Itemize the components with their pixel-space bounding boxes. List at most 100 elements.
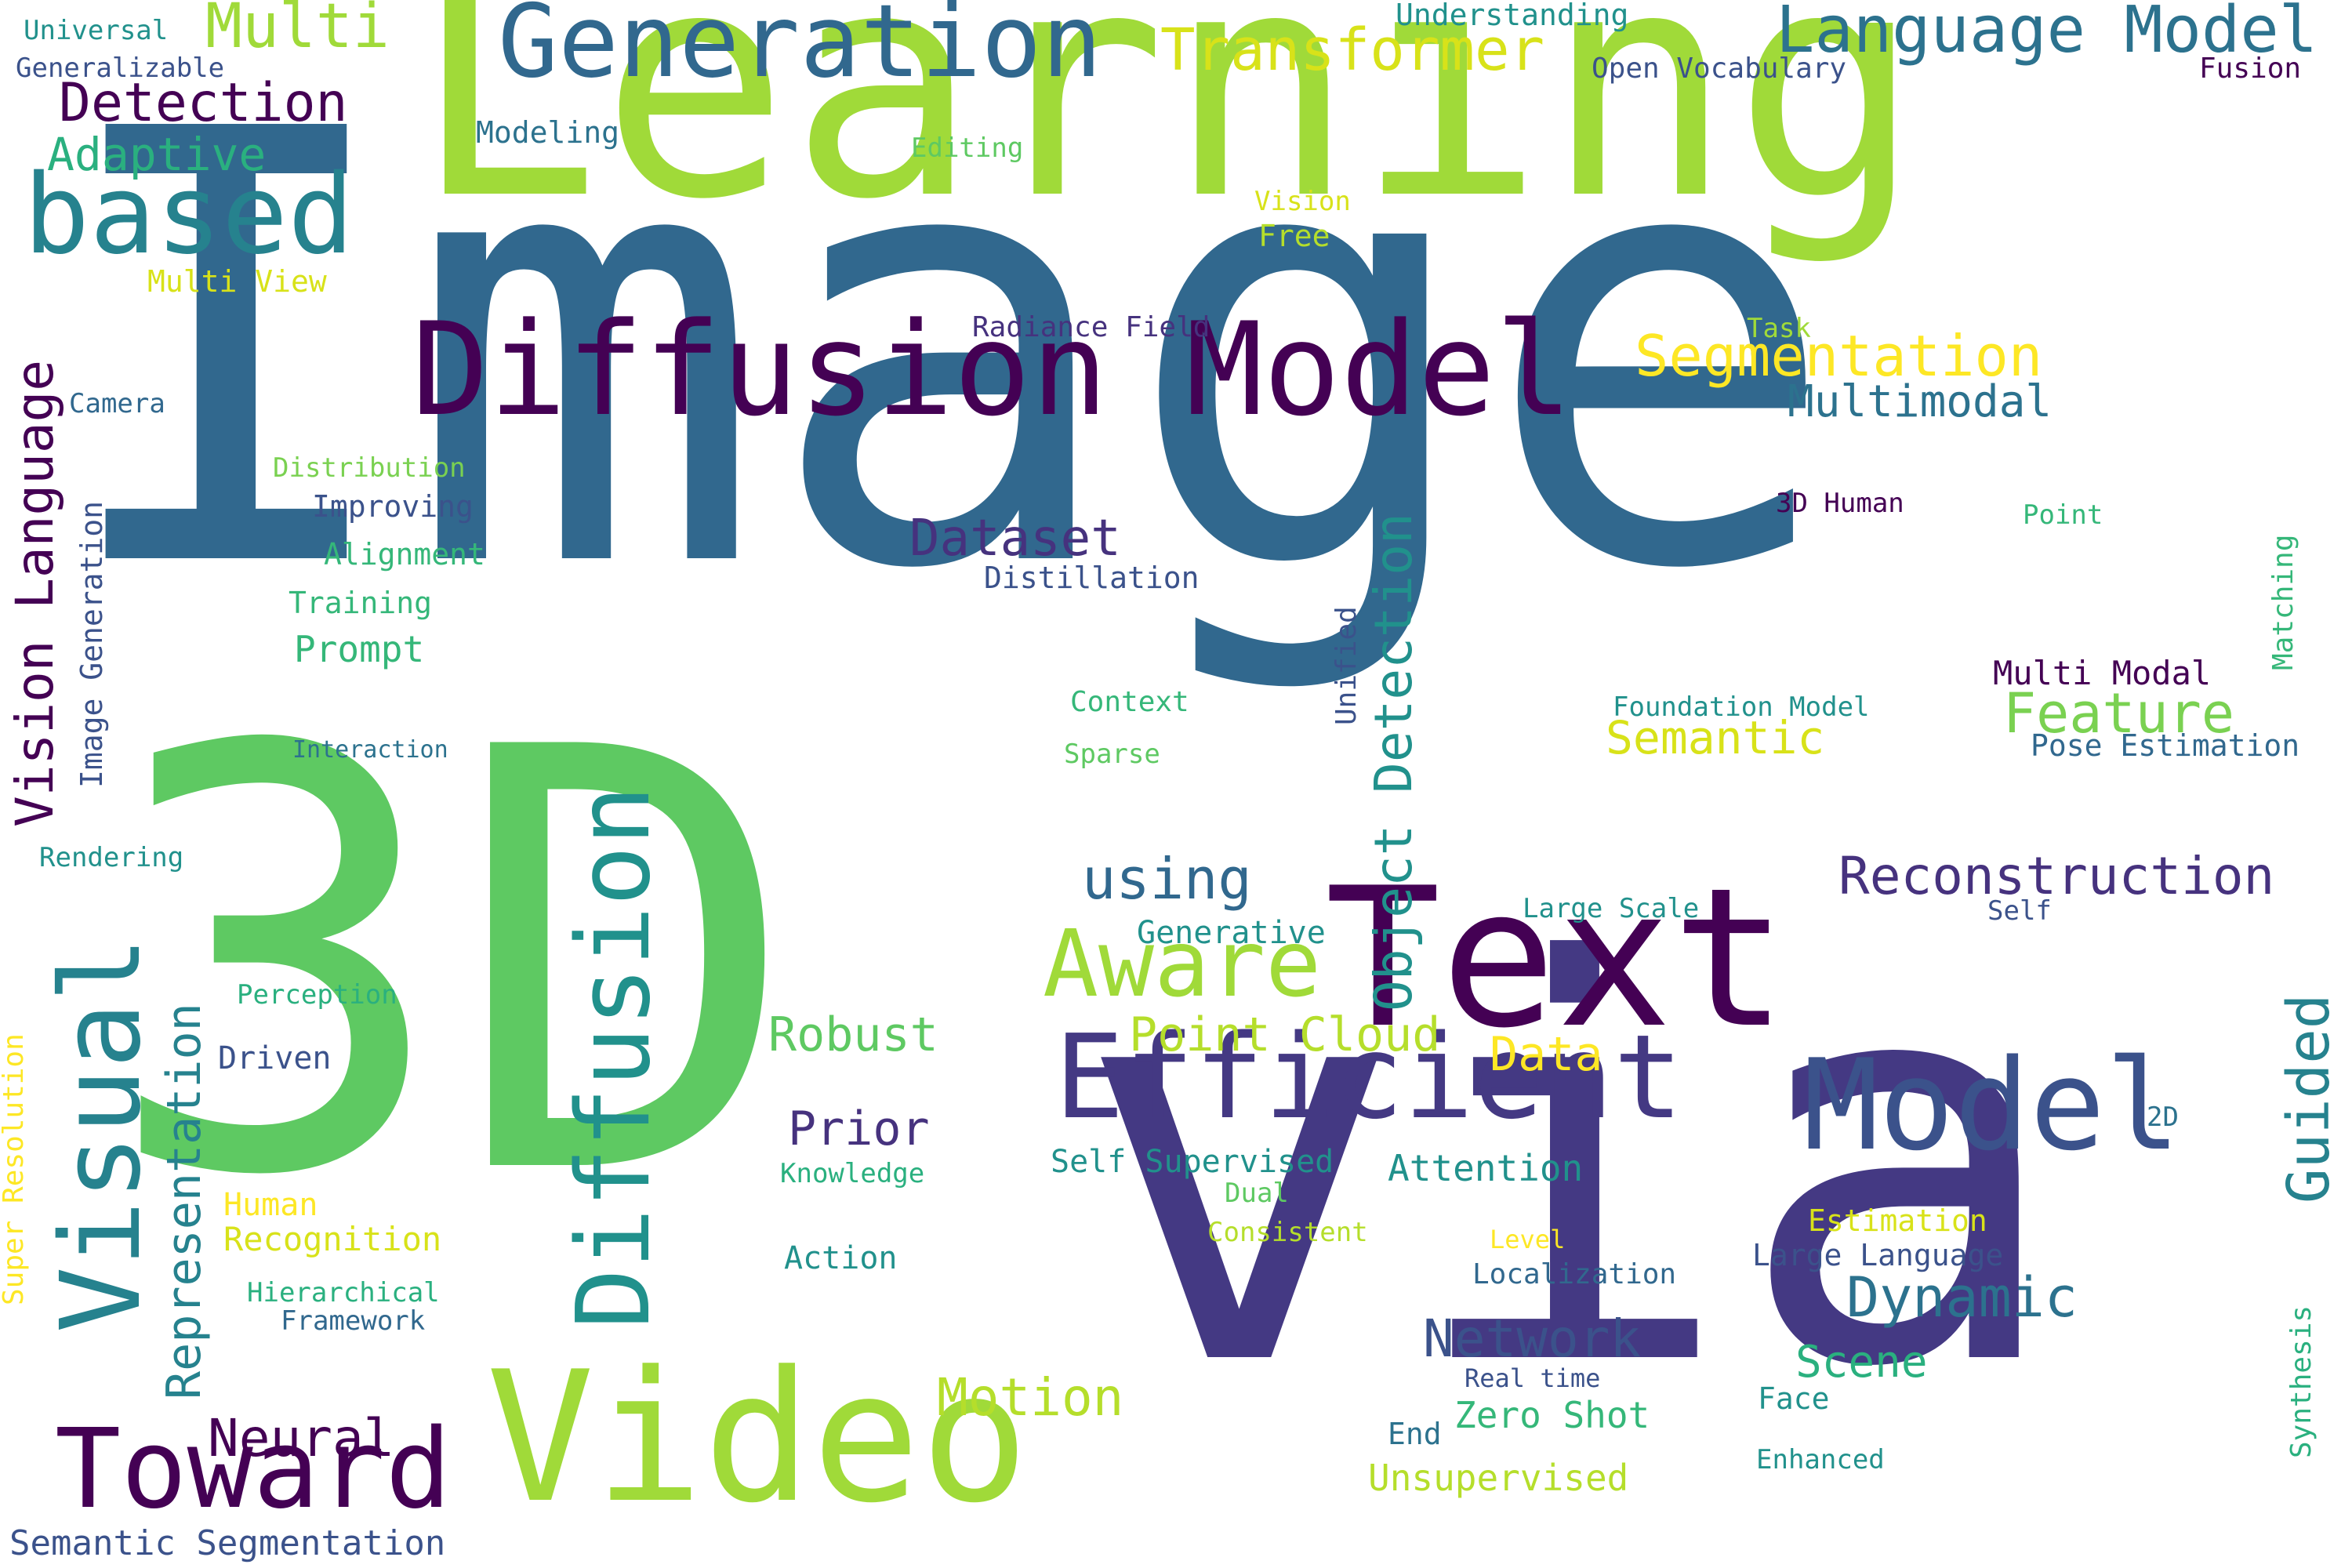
word-super-resolution: Super Resolution (0, 1033, 30, 1305)
word-robust: Robust (768, 1007, 938, 1062)
word-3d-human: 3D Human (1776, 488, 1904, 519)
word-distillation: Distillation (984, 561, 1200, 595)
word-enhanced: Enhanced (1756, 1444, 1885, 1475)
word-action: Action (784, 1240, 898, 1276)
word-universal: Universal (24, 15, 169, 46)
word-driven: Driven (218, 1040, 332, 1076)
word-foundation-model: Foundation Model (1613, 691, 1870, 723)
word-sparse: Sparse (1064, 739, 1160, 770)
word-generalizable: Generalizable (16, 53, 225, 84)
word-framework: Framework (281, 1305, 426, 1337)
word-hierarchical: Hierarchical (247, 1277, 440, 1308)
word-network: Network (1423, 1308, 1642, 1369)
word-efficient: Efficient (1054, 1010, 1683, 1145)
word-synthesis: Synthesis (2285, 1305, 2318, 1458)
word-understanding: Understanding (1396, 0, 1629, 32)
word-semantic-segmentation: Semantic Segmentation (9, 1523, 446, 1563)
word-point: Point (2023, 499, 2103, 531)
word-end: End (1388, 1417, 1442, 1451)
word-multi-view: Multi View (147, 264, 327, 299)
word-consistent: Consistent (1207, 1217, 1368, 1248)
word-improving: Improving (312, 489, 474, 524)
word-task: Task (1747, 313, 1811, 344)
word-large-scale: Large Scale (1523, 893, 1700, 924)
word-via: via (1074, 848, 2066, 1487)
word-3d: 3D (102, 626, 801, 1302)
word-zero-shot: Zero Shot (1454, 1394, 1650, 1436)
word-dynamic: Dynamic (1846, 1265, 2078, 1330)
word-prior: Prior (788, 1102, 930, 1156)
word-data: Data (1490, 1027, 1603, 1082)
word-editing: Editing (911, 132, 1024, 164)
word-real-time: Real time (1465, 1363, 1601, 1393)
word-reconstruction: Reconstruction (1838, 846, 2275, 906)
word-estimation: Estimation (1808, 1203, 1987, 1238)
word-aware: Aware (1043, 909, 1322, 1018)
word-diffusion: Diffusion (556, 785, 673, 1329)
word-matching: Matching (2267, 534, 2299, 670)
word-rendering: Rendering (39, 842, 184, 873)
word-image: Image (47, 6, 1841, 699)
word-unsupervised: Unsupervised (1368, 1457, 1629, 1499)
word-text: Text (1325, 847, 1788, 1070)
word-visual: Visual (38, 936, 165, 1333)
word-point-cloud: Point Cloud (1129, 1007, 1441, 1062)
word-large-language: Large Language (1752, 1238, 2004, 1272)
word-neural: Neural (208, 1408, 395, 1468)
word-video: Video (486, 1334, 1029, 1543)
word-open-vocabulary: Open Vocabulary (1592, 53, 1847, 85)
word-multimodal: Multimodal (1788, 376, 2053, 427)
word-transformer: Transformer (1160, 16, 1545, 84)
word-face: Face (1758, 1381, 1830, 1416)
word-diffusion-model: Diffusion Model (412, 295, 1573, 445)
word-self: Self (1987, 895, 2052, 927)
word-motion: Motion (937, 1367, 1124, 1428)
word-multi: Multi (205, 0, 390, 62)
word-modeling: Modeling (476, 115, 620, 150)
word-guided: Guided (2275, 993, 2343, 1203)
word-self-supervised: Self Supervised (1051, 1144, 1334, 1180)
word-camera: Camera (69, 388, 165, 419)
word-using: using (1082, 846, 1252, 912)
word-interaction: Interaction (292, 736, 448, 764)
word-radiance-field: Radiance Field (972, 311, 1210, 343)
word-vision: Vision (1254, 186, 1351, 217)
word-prompt: Prompt (294, 628, 425, 670)
word-adaptive: Adaptive (47, 128, 267, 181)
word-recognition: Recognition (223, 1220, 442, 1258)
word-based: based (24, 151, 354, 279)
word-generative: Generative (1137, 915, 1326, 951)
word-fusion: Fusion (2199, 53, 2302, 85)
word-generation: Generation (498, 0, 1102, 100)
word-segmentation: Segmentation (1635, 323, 2043, 389)
word-detection: Detection (59, 72, 348, 134)
word-language-model: Language Model (1776, 0, 2318, 67)
word-distribution: Distribution (273, 452, 466, 484)
word-semantic: Semantic (1606, 711, 1825, 764)
word-object-detection: Object Detection (1363, 513, 1424, 1011)
word-attention: Attention (1388, 1147, 1584, 1189)
word-unified: Unified (1330, 606, 1363, 725)
word-toward: Toward (55, 1406, 452, 1534)
word-level: Level (1490, 1225, 1566, 1254)
word-knowledge: Knowledge (780, 1158, 925, 1189)
word-human: Human (223, 1187, 318, 1223)
word-dual: Dual (1225, 1178, 1289, 1209)
word-localization: Localization (1472, 1258, 1677, 1290)
word-image-generation: Image Generation (74, 500, 109, 788)
word-vision-language: Vision Language (5, 359, 65, 827)
word-2d: 2D (2147, 1102, 2179, 1133)
word-model: Model (1803, 1032, 2181, 1178)
word-training: Training (289, 586, 433, 620)
word-learning: Learning (412, 0, 1922, 268)
word-context: Context (1070, 686, 1189, 718)
word-pose-estimation: Pose Estimation (2031, 728, 2300, 763)
word-alignment: Alignment (324, 537, 485, 572)
word-representation: Representation (157, 1003, 212, 1399)
word-multi-modal: Multi Modal (1993, 654, 2212, 692)
word-perception: Perception (237, 979, 397, 1011)
word-free: Free (1258, 219, 1330, 253)
word-feature: Feature (2003, 681, 2235, 746)
word-scene: Scene (1795, 1337, 1928, 1388)
